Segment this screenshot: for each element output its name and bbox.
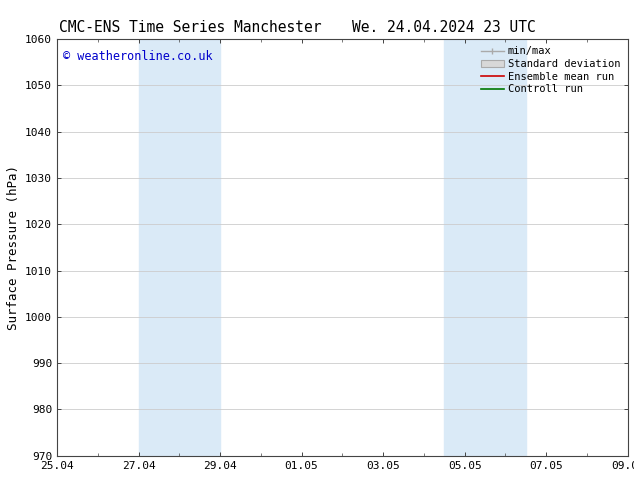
Text: © weatheronline.co.uk: © weatheronline.co.uk (63, 49, 212, 63)
Text: We. 24.04.2024 23 UTC: We. 24.04.2024 23 UTC (352, 20, 536, 35)
Legend: min/max, Standard deviation, Ensemble mean run, Controll run: min/max, Standard deviation, Ensemble me… (479, 45, 623, 97)
Bar (139, 39, 220, 456)
Text: CMC-ENS Time Series Manchester: CMC-ENS Time Series Manchester (59, 20, 321, 35)
Bar (444, 39, 526, 456)
Y-axis label: Surface Pressure (hPa): Surface Pressure (hPa) (6, 165, 20, 330)
